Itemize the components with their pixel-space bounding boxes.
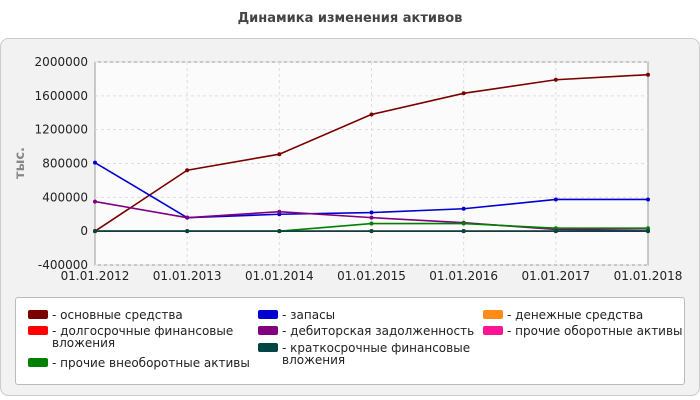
- x-tick-label: 01.01.2012: [61, 269, 130, 283]
- point: [553, 77, 558, 82]
- point: [646, 229, 650, 234]
- point: [277, 229, 282, 234]
- x-tick-label: 01.01.2016: [429, 269, 498, 283]
- point: [93, 160, 97, 165]
- y-tick-label: 400000: [42, 190, 88, 204]
- point: [461, 221, 466, 226]
- legend: - основные средства - запасы - денежные ср…: [15, 297, 685, 385]
- legend-item: - краткосрочные финансовые вложения: [258, 341, 482, 367]
- legend-label: - краткосрочные финансовые вложения: [282, 341, 471, 367]
- point: [185, 168, 190, 173]
- point: [461, 91, 466, 96]
- point: [369, 229, 374, 234]
- point: [553, 226, 558, 231]
- legend-item: - запасы: [258, 308, 482, 322]
- x-tick-label: 01.01.2017: [521, 269, 590, 283]
- legend-swatch: [258, 310, 278, 319]
- legend-swatch: [258, 326, 278, 335]
- x-tick-label: 01.01.2018: [614, 269, 683, 283]
- point: [461, 229, 466, 234]
- point: [369, 210, 374, 215]
- legend-item: - прочие внеоборотные активы: [28, 356, 252, 370]
- point: [369, 221, 374, 226]
- legend-swatch: [483, 326, 503, 335]
- point: [553, 229, 558, 234]
- legend-label: - дебиторская задолженность: [282, 324, 475, 338]
- x-tick-label: 01.01.2013: [153, 269, 222, 283]
- point: [277, 209, 282, 214]
- legend-item: - денежные средства: [483, 308, 700, 322]
- legend-label: - запасы: [282, 308, 336, 322]
- point: [277, 152, 282, 157]
- legend-swatch: [28, 310, 48, 319]
- chart-title: Динамика изменения активов: [238, 11, 463, 26]
- legend-label: - прочие оборотные активы: [507, 324, 683, 338]
- legend-label: - основные средства: [52, 308, 183, 322]
- legend-item: - дебиторская задолженность: [258, 324, 482, 338]
- y-tick-label: 2000000: [35, 55, 88, 69]
- y-axis-label: тыс.: [13, 147, 28, 179]
- legend-label: - долгосрочные финансовые вложения: [52, 324, 234, 350]
- point: [646, 226, 650, 231]
- point: [185, 229, 190, 234]
- x-tick-label: 01.01.2014: [245, 269, 314, 283]
- y-tick-label: 0: [80, 224, 88, 238]
- legend-item: - долгосрочные финансовые вложения: [28, 324, 252, 350]
- legend-label: - денежные средства: [507, 308, 644, 322]
- point: [93, 199, 97, 204]
- point: [369, 112, 374, 117]
- legend-label: - прочие внеоборотные активы: [52, 356, 250, 370]
- legend-item: - основные средства: [28, 308, 252, 322]
- x-tick-label: 01.01.2015: [337, 269, 406, 283]
- legend-swatch: [258, 343, 278, 352]
- y-tick-label: 1200000: [35, 123, 88, 137]
- point: [93, 229, 97, 234]
- point: [646, 72, 650, 77]
- point: [369, 215, 374, 220]
- y-tick-label: 1600000: [35, 89, 88, 103]
- legend-swatch: [28, 326, 48, 335]
- legend-swatch: [28, 358, 48, 367]
- legend-swatch: [483, 310, 503, 319]
- y-tick-label: -400000: [38, 258, 88, 272]
- legend-item: - прочие оборотные активы: [483, 324, 700, 338]
- y-tick-label: 800000: [42, 157, 88, 171]
- point: [646, 197, 650, 202]
- point: [185, 215, 190, 220]
- point: [553, 197, 558, 202]
- point: [461, 206, 466, 211]
